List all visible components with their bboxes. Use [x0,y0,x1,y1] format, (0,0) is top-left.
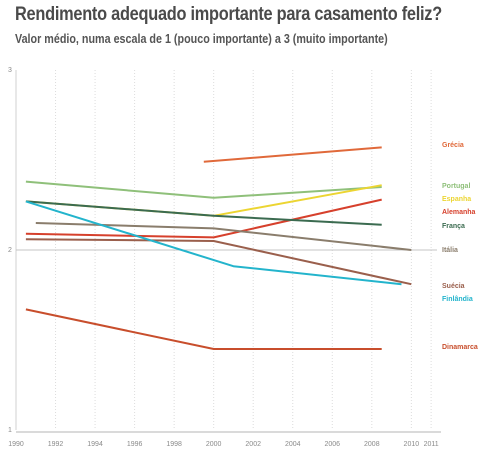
x-tick-label: 2006 [324,441,340,448]
x-tick-label: 1992 [48,441,64,448]
series-label: Finlândia [442,296,473,303]
series-line [25,238,412,286]
x-tick-label: 2000 [206,441,222,448]
y-tick-label: 3 [8,67,12,74]
x-tick-label: 1994 [87,441,103,448]
series-label: Suécia [442,283,465,290]
x-tick-label: 2011 [424,441,439,448]
series-line [25,198,382,239]
series-label: Grécia [442,142,464,149]
series-line [25,200,382,226]
x-tick-label: 1996 [127,441,143,448]
x-tick-label: 2008 [364,441,380,448]
y-tick-label: 1 [8,427,12,434]
series-line [203,146,382,163]
series-line [25,308,382,350]
series-label: Dinamarca [442,344,478,351]
series-label: Portugal [442,183,470,190]
series-label: Itália [442,247,458,254]
series-label: França [442,223,465,230]
series-line [35,222,412,251]
x-tick-label: 1998 [166,441,182,448]
y-tick-label: 2 [8,247,12,254]
x-tick-label: 2004 [285,441,301,448]
x-tick-label: 1990 [8,441,24,448]
series-label: Espanha [442,196,471,203]
chart-subtitle: Valor médio, numa escala de 1 (pouco imp… [15,32,388,46]
x-tick-label: 2010 [404,441,420,448]
chart-title: Rendimento adequado importante para casa… [15,4,442,25]
series-label: Alemanha [442,209,476,216]
series-line [25,180,382,199]
x-tick-label: 2002 [245,441,261,448]
series-line [25,200,402,286]
